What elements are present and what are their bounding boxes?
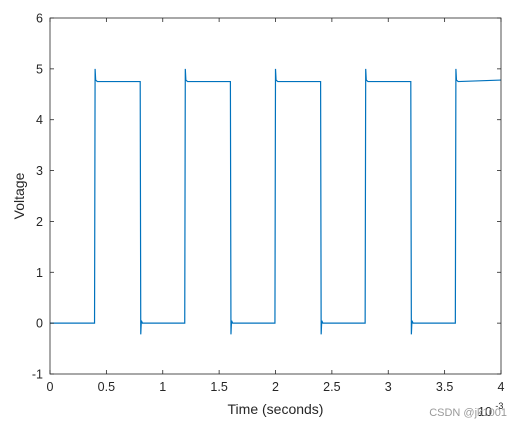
x-tick-label: 0 xyxy=(47,380,54,394)
x-tick-label: 3 xyxy=(385,380,392,394)
x-tick-label: 0.5 xyxy=(98,380,115,394)
y-tick-label: 5 xyxy=(36,62,43,76)
x-axis-exponent: 10 -3 xyxy=(478,401,503,419)
x-tick-label: 2.5 xyxy=(323,380,340,394)
x-tick-label: 2 xyxy=(272,380,279,394)
x-axis-exponent-base: 10 xyxy=(478,405,492,419)
y-tick-label: 0 xyxy=(36,317,43,331)
y-tick-label: -1 xyxy=(32,368,43,382)
x-axis-label: Time (seconds) xyxy=(228,401,324,417)
x-axis-exponent-power: -3 xyxy=(495,401,503,411)
series-layer xyxy=(50,68,502,335)
y-tick-label: 2 xyxy=(36,215,43,229)
x-axis-ticks: 0 0.5 1 1.5 2 2.5 3 3.5 4 xyxy=(47,18,505,394)
x-tick-label: 1.5 xyxy=(210,380,227,394)
y-tick-label: 1 xyxy=(36,266,43,280)
watermark: CSDN @jk1001 xyxy=(429,407,507,419)
y-tick-label: 3 xyxy=(36,164,43,178)
y-axis-label: Voltage xyxy=(11,172,27,219)
x-tick-label: 4 xyxy=(498,380,505,394)
x-tick-label: 1 xyxy=(159,380,166,394)
y-tick-label: 4 xyxy=(36,113,43,127)
y-tick-label: 6 xyxy=(36,12,43,26)
axes-box xyxy=(49,17,502,375)
voltage-series-line xyxy=(50,68,502,335)
x-tick-label: 3.5 xyxy=(436,380,453,394)
